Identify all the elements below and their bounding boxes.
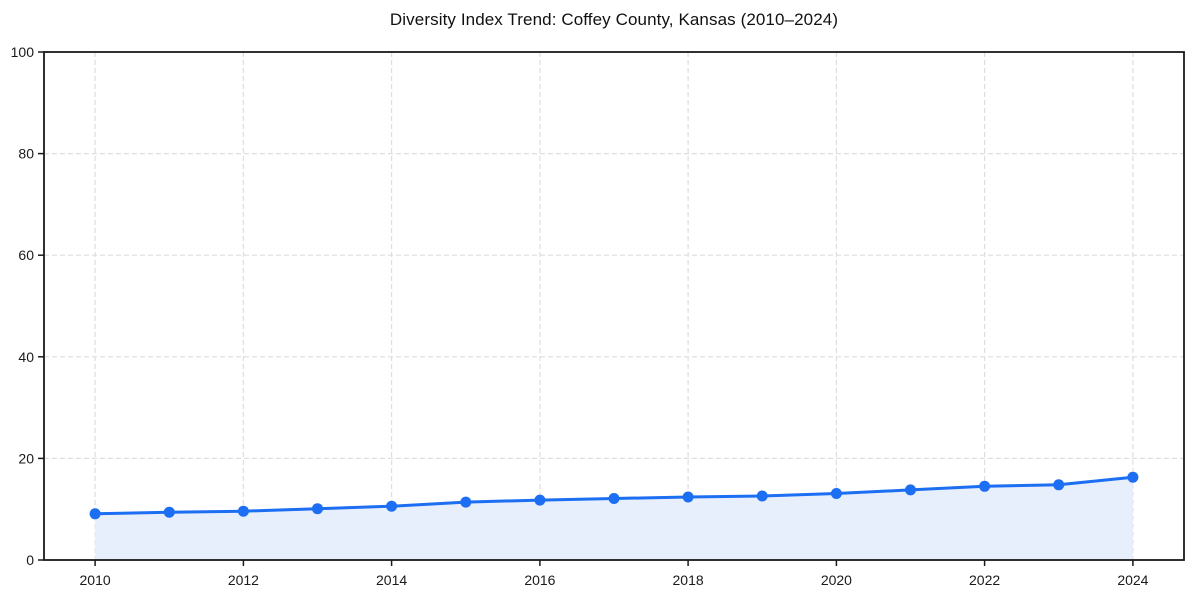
data-point <box>905 484 916 496</box>
data-point <box>312 503 323 515</box>
data-point <box>830 488 842 499</box>
data-point <box>608 493 620 504</box>
x-tick-label: 2010 <box>80 572 111 588</box>
data-point <box>237 505 249 517</box>
x-tick-label: 2020 <box>821 572 852 588</box>
y-tick-label: 40 <box>18 349 34 365</box>
x-tick-label: 2022 <box>969 572 1000 588</box>
x-tick-label: 2012 <box>228 572 259 588</box>
y-tick-label: 20 <box>18 450 34 466</box>
y-tick-label: 60 <box>18 247 34 263</box>
x-tick-label: 2016 <box>524 572 555 588</box>
data-point <box>163 506 175 518</box>
x-tick-label: 2024 <box>1117 572 1148 588</box>
series-area <box>95 477 1133 560</box>
data-point <box>534 494 546 506</box>
plot-border <box>43 51 1185 561</box>
data-point <box>460 496 472 508</box>
data-point <box>756 490 768 502</box>
data-point <box>89 508 101 520</box>
data-point <box>1127 471 1139 483</box>
y-tick-label: 80 <box>18 146 34 162</box>
x-tick-label: 2014 <box>376 572 407 588</box>
y-tick-label: 100 <box>11 44 35 60</box>
x-tick-label: 2018 <box>673 572 704 588</box>
data-point <box>682 491 694 503</box>
data-point <box>979 480 991 492</box>
data-point <box>386 500 398 512</box>
y-tick-label: 0 <box>26 552 34 568</box>
chart-title: Diversity Index Trend: Coffey County, Ka… <box>389 10 839 29</box>
data-point <box>1053 479 1065 491</box>
